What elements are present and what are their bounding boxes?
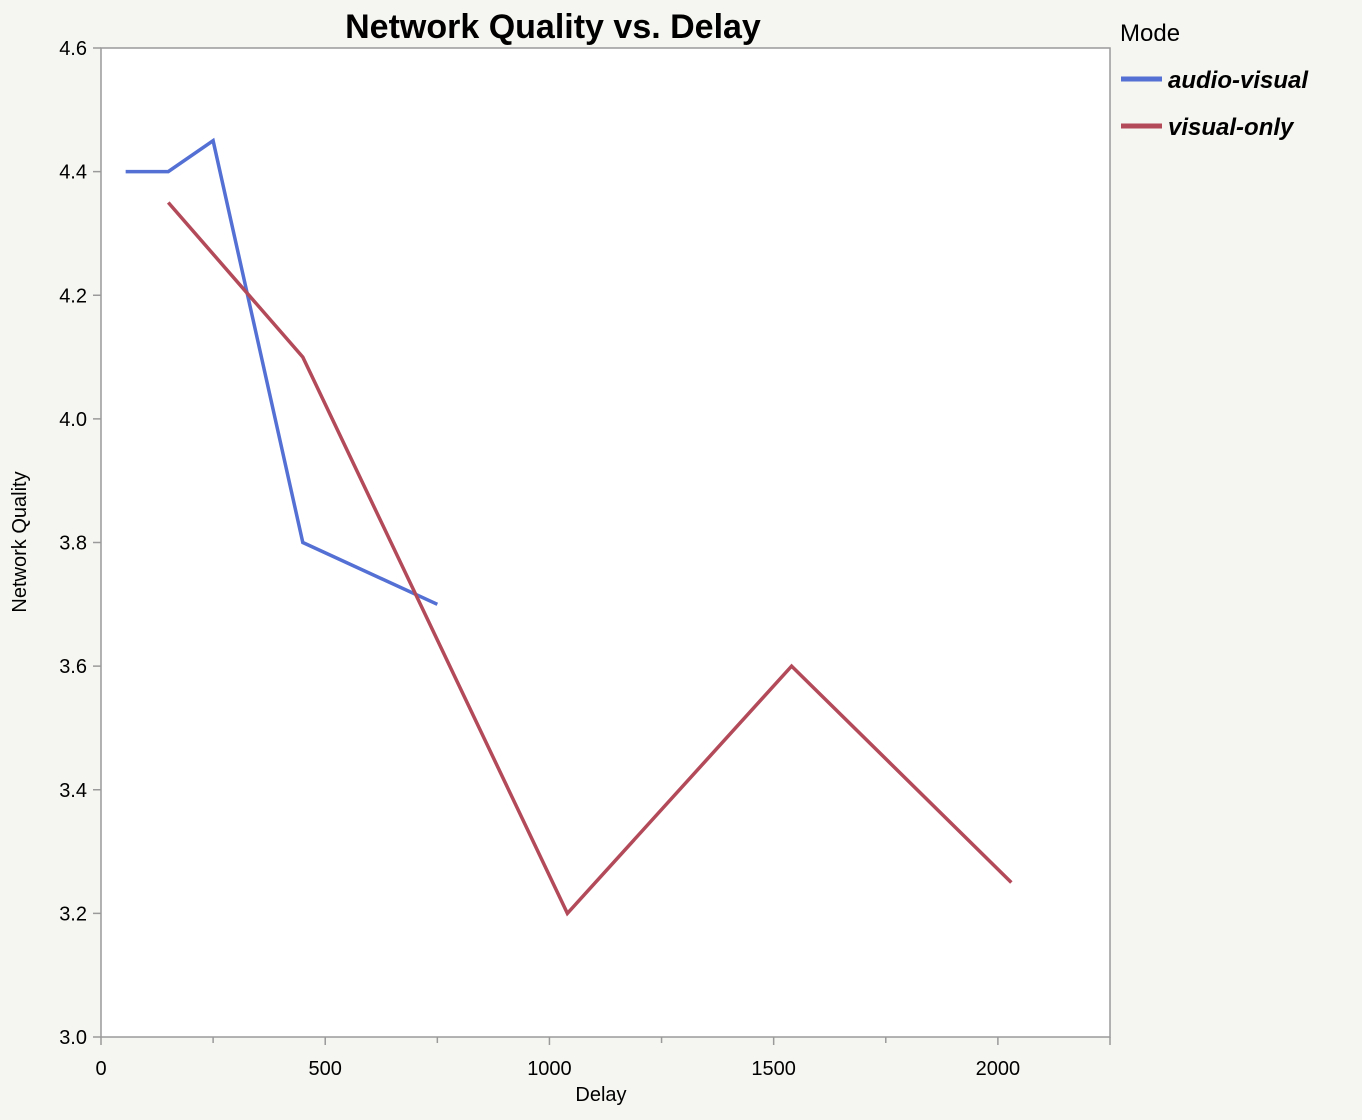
- series-line-audio-visual: [125, 137, 439, 606]
- x-tick-label: 2000: [976, 1058, 1021, 1080]
- y-axis: 3.0 3.2 3.4 3.6 3.8 4.0 4.2 4.4 4.6: [59, 38, 101, 1049]
- x-axis: 0 500 1000 1500 2000: [95, 1037, 1111, 1080]
- y-tick-label: 3.2: [59, 903, 87, 925]
- x-tick-label: 1000: [527, 1058, 572, 1080]
- x-axis-title: Delay: [575, 1084, 626, 1106]
- y-tick-label: 4.2: [59, 285, 87, 307]
- y-tick-label: 4.0: [59, 409, 87, 431]
- legend-title: Mode: [1120, 20, 1180, 47]
- legend: Mode audio-visual visual-only: [1120, 20, 1309, 141]
- plot-area: [100, 47, 1111, 1038]
- series-layer: [125, 137, 1013, 917]
- y-tick-label: 3.4: [59, 780, 87, 802]
- chart-title: Network Quality vs. Delay: [345, 8, 761, 46]
- x-tick-label: 500: [309, 1058, 342, 1080]
- y-tick-label: 3.0: [59, 1027, 87, 1049]
- legend-label-audio-visual: audio-visual: [1168, 67, 1309, 94]
- legend-label-visual-only: visual-only: [1168, 114, 1295, 141]
- series-line-visual-only: [166, 201, 1013, 917]
- x-tick-label: 0: [95, 1058, 106, 1080]
- y-tick-label: 3.8: [59, 533, 87, 555]
- y-tick-label: 4.6: [59, 38, 87, 60]
- y-tick-label: 4.4: [59, 162, 87, 184]
- x-tick-label: 1500: [751, 1058, 796, 1080]
- y-axis-title: Network Quality: [9, 471, 31, 612]
- y-tick-label: 3.6: [59, 656, 87, 678]
